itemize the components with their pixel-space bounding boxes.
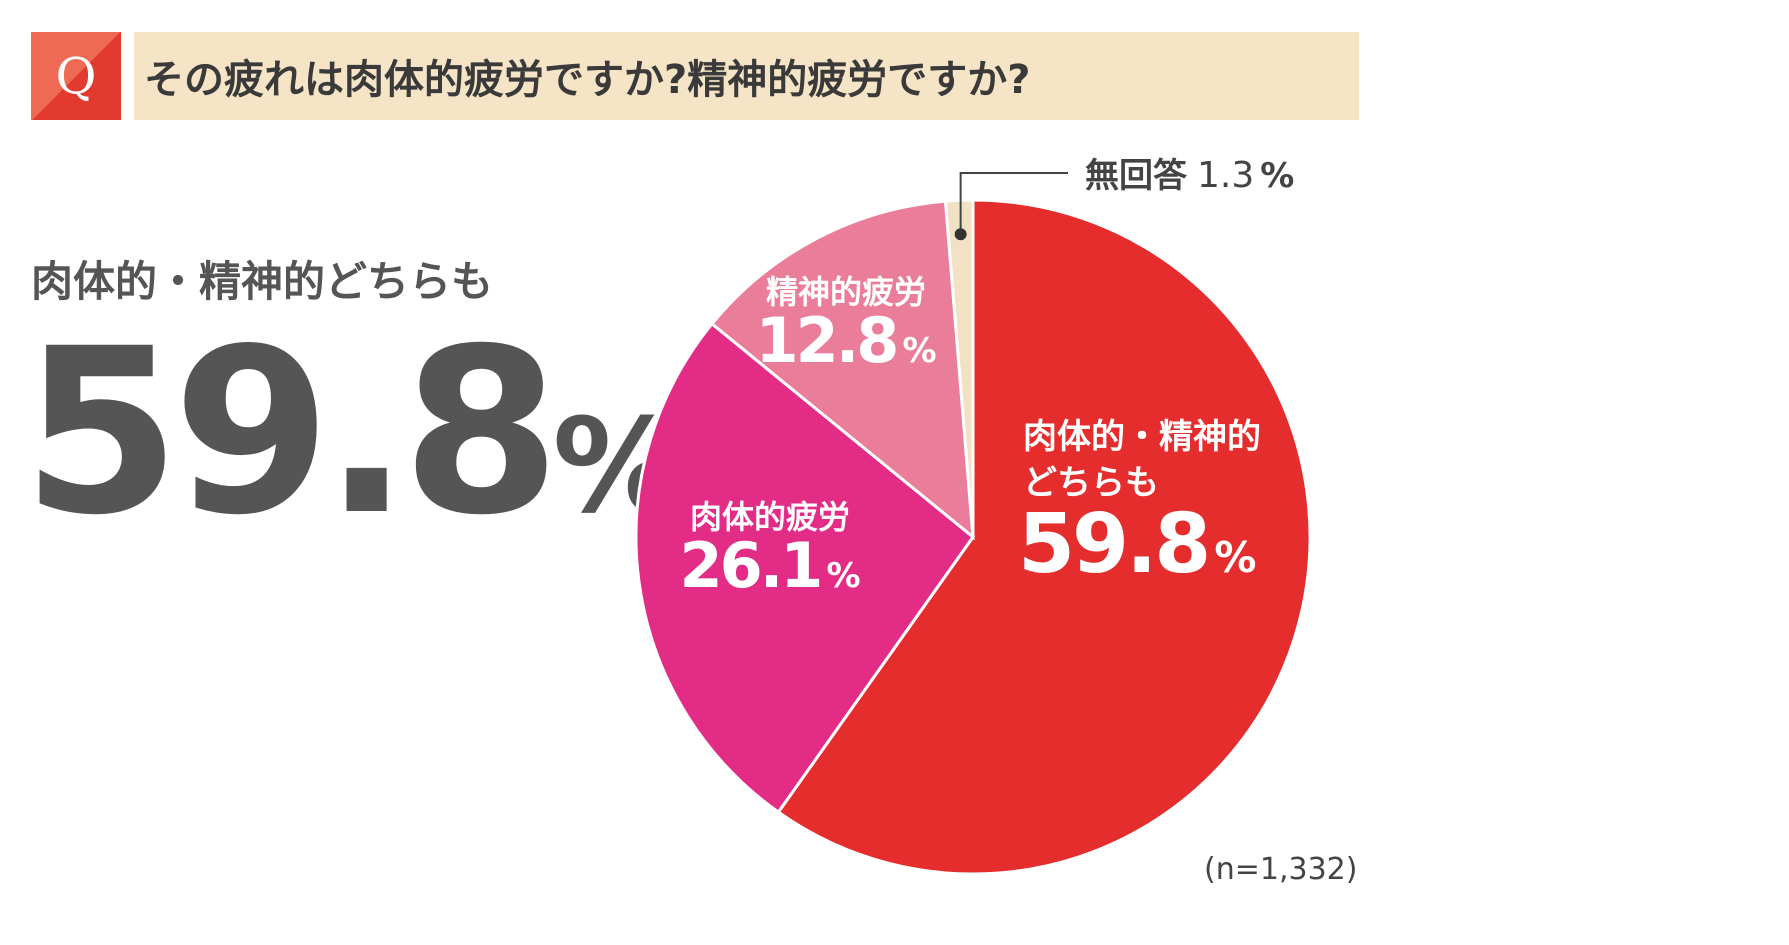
pie-slice [776, 198, 1312, 876]
pie-slice [709, 199, 975, 541]
callout-dot [954, 228, 967, 241]
question-badge: Q [31, 32, 121, 120]
slice-label: どちらも [1023, 463, 1159, 503]
slice-value: 26.1% [679, 529, 860, 602]
slice-label: 肉体的・精神的 [1023, 417, 1261, 457]
slice-value: 59.8% [1018, 497, 1256, 592]
highlight-label: 肉体的・精神的どちらも [31, 257, 494, 306]
question-title: その疲れは肉体的疲労ですか?精神的疲労ですか? [134, 32, 1359, 120]
slice-value: 12.8% [755, 304, 936, 377]
slice-label: 無回答 1.3% [1085, 155, 1294, 196]
callout-line [959, 172, 1068, 235]
slice-label: 肉体的疲労 [690, 498, 850, 536]
highlight-number: 59.8 [22, 299, 561, 565]
slice-label: 精神的疲労 [766, 273, 926, 311]
sample-size-note: (n=1,332) [1204, 852, 1358, 887]
pie-slice [943, 198, 975, 538]
pie-slice [634, 321, 976, 815]
